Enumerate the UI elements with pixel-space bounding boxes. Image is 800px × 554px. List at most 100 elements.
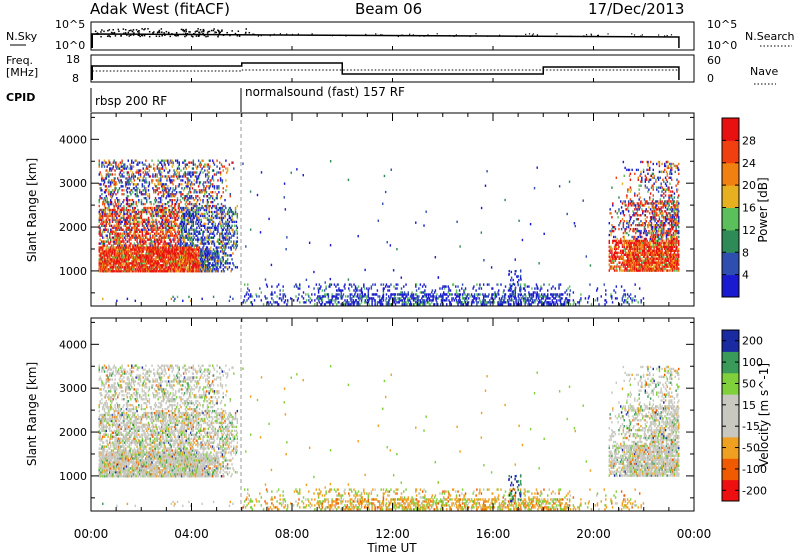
power-cell (170, 262, 173, 265)
power-cell (242, 301, 244, 304)
power-cell (186, 183, 188, 186)
power-cell (222, 212, 224, 216)
power-cell (168, 204, 170, 208)
power-cell (111, 270, 114, 273)
power-cell (352, 303, 354, 306)
power-cell (161, 202, 164, 206)
power-cell (109, 208, 112, 212)
power-cell (165, 216, 167, 220)
power-cell (131, 250, 133, 253)
power-cell (179, 246, 181, 249)
power-cell (415, 297, 417, 300)
power-cell (186, 252, 188, 255)
power-cell (127, 256, 129, 259)
power-cell (174, 195, 176, 198)
power-cell (124, 268, 127, 271)
power-cell (210, 240, 212, 243)
power-cell (349, 297, 351, 300)
power-cell (159, 222, 161, 226)
power-cell (214, 254, 217, 257)
power-cell (151, 179, 153, 182)
nsky-point (207, 35, 209, 38)
power-cell (132, 175, 135, 178)
power-cell (164, 242, 166, 245)
power-cell (180, 242, 182, 245)
power-cell (159, 252, 161, 255)
power-cell (192, 250, 195, 253)
power-cell (199, 171, 202, 174)
power-cell (405, 295, 407, 298)
power-cell (222, 270, 224, 273)
power-cell (149, 238, 151, 241)
power-cell (124, 246, 127, 249)
power-cell (187, 254, 189, 257)
power-cell (137, 260, 139, 263)
power-cell (126, 191, 129, 194)
power-cell (100, 266, 102, 269)
power-cell (135, 183, 137, 186)
power-cell (216, 208, 218, 212)
power-cell (212, 252, 215, 255)
power-cell (136, 226, 138, 229)
power-cell (124, 165, 126, 168)
power-cell (363, 285, 365, 288)
power-cell (186, 187, 188, 190)
power-cell (229, 254, 232, 257)
power-cell (217, 256, 219, 259)
power-cell (140, 248, 143, 251)
power-cell (126, 270, 129, 273)
power-cell (131, 252, 134, 255)
power-cell (175, 216, 177, 220)
power-cell (171, 244, 173, 247)
power-cell (187, 234, 189, 237)
power-cell (156, 212, 159, 216)
power-cell (421, 295, 424, 298)
power-cell (126, 268, 129, 271)
power-cell (142, 167, 144, 170)
power-cell (186, 250, 188, 253)
power-cell (218, 238, 220, 241)
power-cell (183, 246, 186, 249)
power-cell (121, 169, 123, 172)
power-cell (202, 214, 204, 218)
power-cell (403, 303, 406, 306)
power-cell (186, 185, 188, 188)
power-cell (155, 250, 158, 253)
power-cell (114, 218, 116, 222)
power-cell (180, 258, 182, 261)
power-cell (211, 252, 214, 255)
power-cell (195, 258, 197, 261)
power-cell (226, 210, 229, 214)
power-cell (169, 232, 172, 235)
nsky-point (128, 29, 131, 32)
power-cell (212, 230, 215, 233)
power-cell (142, 246, 144, 249)
power-cell (147, 270, 150, 273)
power-cell (158, 266, 160, 269)
power-cell (349, 293, 351, 296)
power-cell (232, 228, 234, 231)
power-cell (174, 220, 176, 224)
power-cell (108, 218, 110, 222)
power-cell (100, 216, 102, 220)
power-cell (497, 283, 499, 286)
power-cell (449, 293, 452, 296)
power-cell (133, 224, 136, 228)
power-cell (212, 236, 215, 239)
power-cell (102, 200, 104, 204)
power-cell (441, 299, 443, 302)
power-cell (143, 262, 145, 265)
power-cell (234, 244, 237, 247)
power-cell (117, 242, 120, 245)
power-cell (118, 218, 121, 222)
power-cell (163, 206, 166, 210)
power-cell (103, 179, 106, 182)
power-cell (197, 270, 199, 273)
power-cell (176, 295, 179, 299)
power-cell (225, 189, 227, 192)
power-cell (103, 252, 106, 255)
power-cell (178, 226, 180, 229)
power-cell (139, 246, 142, 249)
power-cell (156, 248, 159, 251)
power-cell (455, 291, 458, 294)
